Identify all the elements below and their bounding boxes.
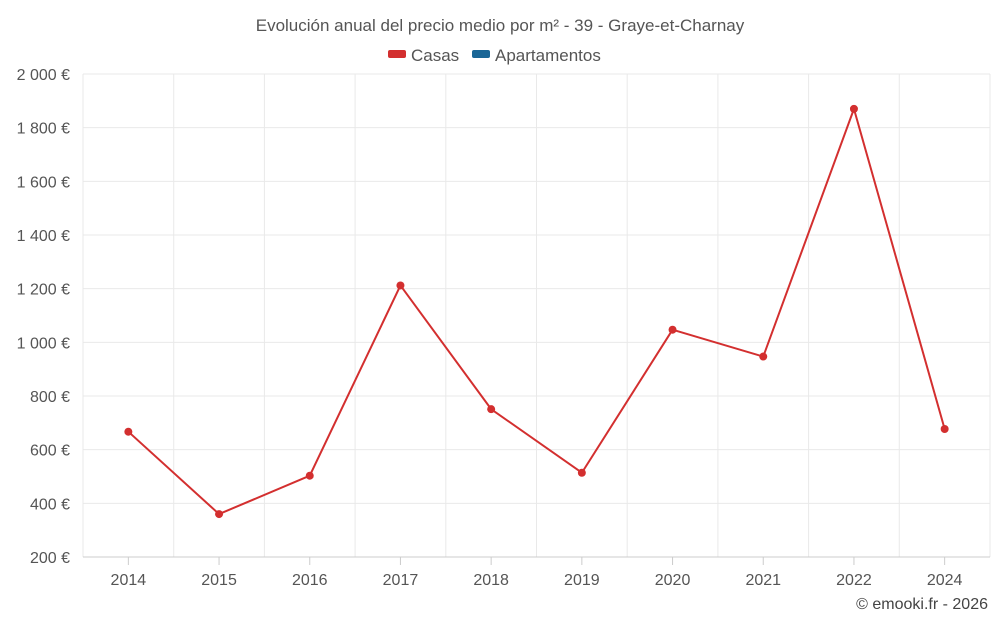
legend: Casas Apartamentos <box>388 46 601 65</box>
y-tick-label: 200 € <box>30 550 70 567</box>
legend-swatch-apartamentos <box>472 50 490 58</box>
legend-swatch-casas <box>388 50 406 58</box>
data-point <box>849 104 858 113</box>
y-tick-label: 1 400 € <box>17 228 70 245</box>
y-tick-label: 400 € <box>30 496 70 513</box>
x-axis: 2014 2015 2016 2017 2018 2019 2020 2021 2022 2024 <box>83 556 990 589</box>
grid <box>82 73 991 558</box>
y-tick-label: 1 800 € <box>17 121 70 138</box>
legend-label-casas: Casas <box>411 46 459 65</box>
x-tick-label: 2020 <box>655 572 691 589</box>
data-point <box>215 510 224 519</box>
y-tick-label: 800 € <box>30 389 70 406</box>
legend-label-apartamentos: Apartamentos <box>495 46 601 65</box>
data-point <box>305 471 314 480</box>
y-tick-label: 1 000 € <box>17 335 70 352</box>
x-tick-label: 2022 <box>836 572 872 589</box>
x-tick-label: 2016 <box>292 572 328 589</box>
y-axis: 200 € 400 € 600 € 800 € 1 000 € 1 200 € 1 400 … <box>17 67 70 567</box>
data-point <box>759 352 768 361</box>
data-point <box>577 468 586 477</box>
chart-title: Evolución anual del precio medio por m² … <box>256 16 745 35</box>
legend-item-apartamentos[interactable]: Apartamentos <box>472 46 601 65</box>
x-tick-label: 2021 <box>745 572 781 589</box>
legend-item-casas[interactable]: Casas <box>388 46 459 65</box>
data-point <box>396 281 405 290</box>
y-tick-label: 600 € <box>30 443 70 460</box>
y-tick-label: 1 600 € <box>17 174 70 191</box>
x-tick-label: 2024 <box>927 572 963 589</box>
series-casas <box>124 104 949 519</box>
data-point <box>487 405 496 414</box>
credit-text: © emooki.fr - 2026 <box>856 596 988 613</box>
series-line-casas <box>127 107 946 516</box>
data-point <box>124 427 133 436</box>
y-tick-label: 2 000 € <box>17 67 70 84</box>
x-tick-label: 2015 <box>201 572 237 589</box>
x-tick-label: 2017 <box>383 572 419 589</box>
data-point <box>668 325 677 334</box>
y-tick-label: 1 200 € <box>17 282 70 299</box>
data-point <box>940 425 949 434</box>
x-tick-label: 2018 <box>473 572 509 589</box>
x-tick-label: 2019 <box>564 572 600 589</box>
x-tick-label: 2014 <box>111 572 147 589</box>
